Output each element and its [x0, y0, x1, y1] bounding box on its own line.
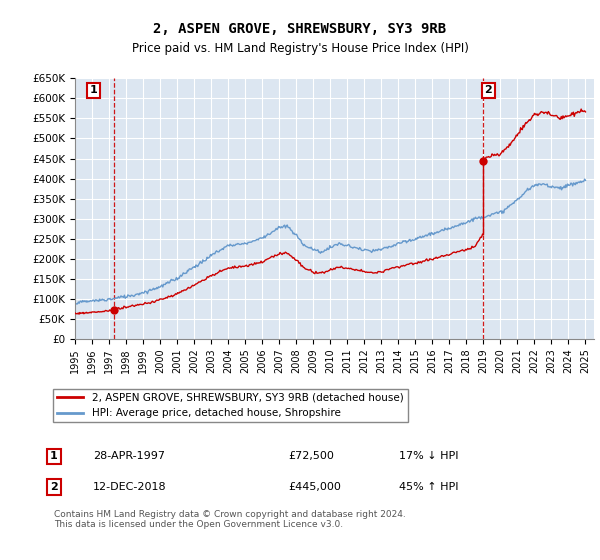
Text: 1: 1: [50, 451, 58, 461]
Text: 2: 2: [50, 482, 58, 492]
Text: 2: 2: [485, 86, 493, 95]
Text: 17% ↓ HPI: 17% ↓ HPI: [399, 451, 458, 461]
Legend: 2, ASPEN GROVE, SHREWSBURY, SY3 9RB (detached house), HPI: Average price, detach: 2, ASPEN GROVE, SHREWSBURY, SY3 9RB (det…: [53, 389, 407, 422]
Text: Price paid vs. HM Land Registry's House Price Index (HPI): Price paid vs. HM Land Registry's House …: [131, 42, 469, 55]
Text: £445,000: £445,000: [288, 482, 341, 492]
Text: 1: 1: [90, 86, 98, 95]
Text: £72,500: £72,500: [288, 451, 334, 461]
Text: 28-APR-1997: 28-APR-1997: [93, 451, 165, 461]
Text: 2, ASPEN GROVE, SHREWSBURY, SY3 9RB: 2, ASPEN GROVE, SHREWSBURY, SY3 9RB: [154, 22, 446, 36]
Text: 45% ↑ HPI: 45% ↑ HPI: [399, 482, 458, 492]
Text: 12-DEC-2018: 12-DEC-2018: [93, 482, 167, 492]
Text: Contains HM Land Registry data © Crown copyright and database right 2024.
This d: Contains HM Land Registry data © Crown c…: [54, 510, 406, 529]
